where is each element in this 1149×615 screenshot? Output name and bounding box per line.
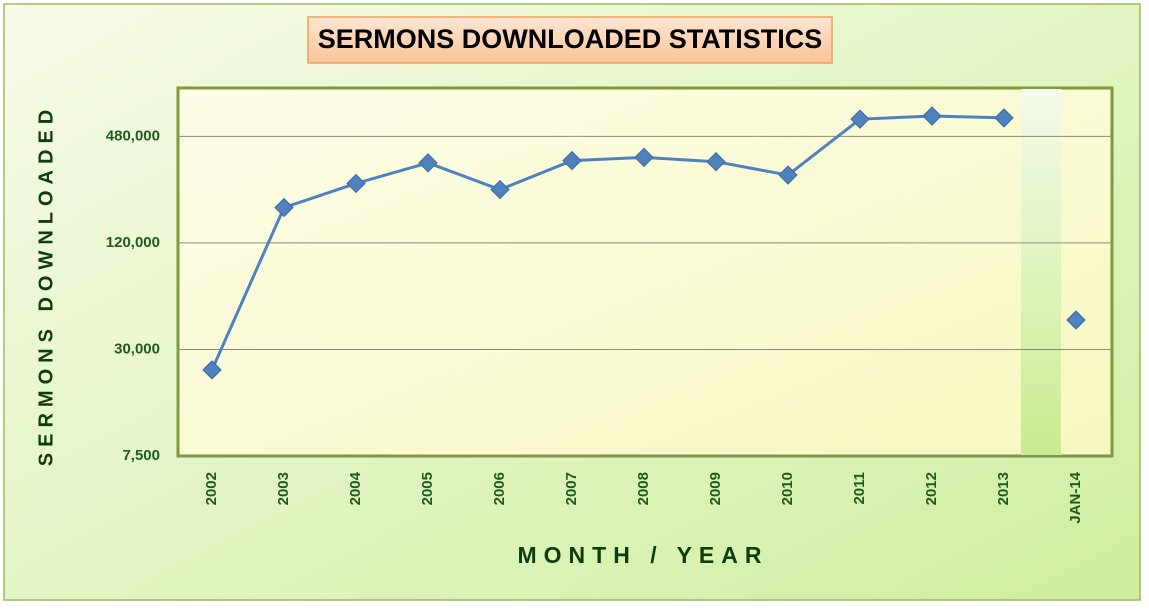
x-tick-label: 2011 — [851, 472, 868, 505]
x-tick-label: 2007 — [563, 472, 580, 505]
marker — [634, 147, 654, 168]
marker — [850, 109, 870, 129]
marker — [994, 108, 1014, 128]
marker — [922, 106, 942, 126]
y-tick-label: 30,000 — [114, 340, 160, 357]
x-tick-label: 2003 — [275, 472, 292, 505]
x-tick-label: 2008 — [635, 472, 652, 505]
marker — [418, 153, 438, 173]
x-tick-label: 2002 — [203, 472, 220, 505]
x-tick-label: 2010 — [779, 472, 796, 505]
y-tick-label: 7,500 — [122, 447, 160, 464]
y-tick-label: 120,000 — [106, 234, 160, 251]
x-tick-label: JAN-14 — [1067, 471, 1084, 523]
x-tick-label: 2012 — [923, 472, 940, 505]
y-axis-label: SERMONS DOWNLOADED — [35, 104, 57, 466]
marker — [706, 151, 726, 172]
x-tick-label: 2004 — [347, 471, 364, 505]
x-tick-label: 2013 — [995, 472, 1012, 505]
plot-area — [176, 86, 1114, 458]
x-axis-label: MONTH / YEAR — [518, 542, 769, 568]
marker — [1066, 310, 1086, 330]
marker — [202, 360, 222, 380]
marker — [274, 197, 294, 218]
marker — [562, 150, 582, 171]
marker — [490, 179, 510, 200]
marker — [346, 173, 366, 194]
marker — [778, 165, 798, 185]
x-tick-label: 2006 — [491, 472, 508, 505]
chart-title: SERMONS DOWNLOADED STATISTICS — [318, 24, 823, 54]
highlight-band — [1021, 89, 1061, 455]
line — [210, 114, 1005, 371]
x-tick-label: 2009 — [707, 472, 724, 505]
title-box — [307, 16, 833, 64]
x-tick-label: 2005 — [419, 472, 436, 505]
y-tick-label: 480,000 — [106, 127, 160, 144]
